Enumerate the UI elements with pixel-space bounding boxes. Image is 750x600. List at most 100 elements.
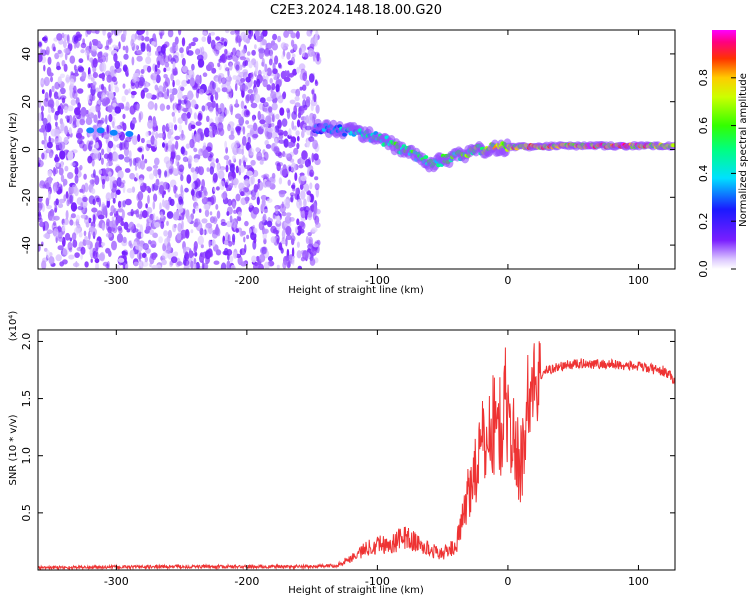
spectrogram-cell: [65, 74, 70, 84]
spectrogram-cell: [41, 152, 45, 160]
spectrogram-cell: [84, 261, 89, 268]
spectrogram-cell: [309, 182, 313, 190]
spectrogram-cell: [258, 263, 264, 269]
spectrogram-cell: [98, 169, 103, 175]
spectrogram-cell: [304, 158, 311, 168]
spectrogram-cell: [193, 112, 197, 120]
spectrogram-cell: [306, 30, 313, 37]
spectrogram-cell: [137, 243, 143, 252]
spectrogram-cell: [281, 229, 286, 239]
spectrogram-cell: [247, 89, 254, 94]
spectrogram-cell: [266, 67, 272, 77]
spectrogram-cell: [237, 211, 242, 217]
spectrogram-cell: [83, 215, 90, 225]
spectrogram-cell: [193, 257, 197, 265]
spectrogram-cell: [62, 251, 68, 256]
spectrogram-cell: [196, 54, 204, 61]
spectrogram-cell: [181, 57, 186, 67]
spectrogram-cell: [281, 201, 284, 209]
spectrogram-cell: [294, 125, 297, 130]
spectrogram-cell: [295, 130, 300, 136]
snr-x-label: Height of straight line (km): [288, 585, 424, 596]
spectrogram-cell: [60, 160, 64, 168]
spectrogram-cell: [275, 84, 280, 93]
spectrogram-cell: [145, 56, 152, 65]
spectrogram-cell: [232, 47, 237, 56]
spectrogram-cell: [140, 74, 144, 80]
spectrogram-cell: [312, 243, 319, 248]
spectrogram-cell: [54, 138, 61, 146]
colorbar-tick-label: 0.0: [697, 260, 710, 278]
spectrogram-cell: [56, 33, 63, 41]
spectrogram-cell: [130, 208, 134, 217]
spectrogram-cell: [243, 236, 246, 243]
spectrogram-cell: [90, 77, 95, 82]
spectrogram-cell: [298, 63, 306, 71]
spectrogram-cell: [315, 188, 319, 198]
spectrogram-cell: [55, 254, 62, 262]
spectrogram-cell: [208, 239, 211, 248]
spectrogram-cell: [247, 124, 254, 129]
spectrogram-cell: [289, 217, 295, 222]
colorbar-ticks: 0.0 0.2 0.4 0.6 0.8: [697, 69, 736, 278]
spectrogram-cell: [160, 211, 163, 217]
spectrogram-cell: [215, 42, 222, 51]
spectrogram-cell: [129, 105, 136, 115]
spectrogram-cell: [185, 100, 191, 110]
spectrogram-cell: [246, 234, 250, 240]
spectrogram-cell: [147, 194, 150, 204]
spectrogram-cell: [111, 30, 114, 35]
spectrogram-cell: [266, 198, 273, 204]
spectrogram-cell: [116, 233, 124, 243]
spectrogram-cell: [298, 164, 304, 169]
spectrogram-cell: [163, 67, 167, 73]
spectrogram-cell: [253, 80, 257, 86]
spectrogram-cell: [288, 141, 294, 147]
spectrogram-cell: [102, 62, 107, 72]
spectrogram-cell: [137, 191, 144, 201]
spectrogram-cell: [286, 51, 291, 60]
snr-y-multiplier: (x10⁴): [8, 311, 19, 342]
spectrogram-cell: [244, 157, 248, 163]
figure-title: C2E3.2024.148.18.00.G20: [270, 3, 442, 18]
spectrogram-cell: [288, 166, 292, 172]
spectrogram-cell: [140, 233, 144, 238]
spectrogram-cell: [89, 106, 97, 113]
spectrogram-cell: [188, 123, 193, 131]
spectrogram-cell: [133, 261, 139, 267]
spectrogram-cell: [307, 210, 313, 218]
spectrogram-cell: [192, 37, 199, 43]
y-tick-label: 40: [20, 47, 33, 61]
spectrogram-cell: [76, 119, 80, 128]
spectrogram-cell: [183, 256, 187, 266]
spectrogram-cell: [136, 34, 143, 41]
spectrogram-cell: [178, 124, 183, 133]
spectrogram-cell: [138, 30, 145, 35]
spectrogram-cell: [252, 169, 259, 178]
spectrogram-cell: [122, 45, 126, 51]
spectrogram-cell: [198, 208, 202, 213]
spectrogram-cell: [191, 63, 195, 71]
spectrogram-cell: [69, 55, 76, 64]
spectrogram-cell: [77, 127, 83, 134]
spectrogram-cell: [117, 257, 125, 263]
spectrogram-cell: [97, 42, 104, 48]
spectrogram-cell: [213, 260, 220, 265]
spectrogram-cell: [283, 153, 291, 158]
spectrogram-cell: [181, 79, 188, 87]
snr-frame: [37, 329, 676, 571]
spectrogram-cell: [118, 102, 124, 108]
spectrogram-cell: [202, 230, 206, 235]
spectrogram-cell: [210, 94, 214, 103]
spectrogram-cell: [174, 193, 178, 198]
spectrogram-cell: [300, 190, 306, 200]
spectrogram-cell: [144, 158, 148, 164]
spectrogram-cell: [60, 73, 65, 79]
spectrogram-cell: [195, 261, 200, 269]
spectrogram-cell: [159, 103, 166, 112]
spectrogram-cell: [209, 166, 214, 175]
spectrogram-cell: [256, 151, 263, 161]
snr-panel: -300 -200 -100 0 100 0.5 1.0 1.5 2.0 Height of …: [8, 311, 676, 596]
spectrogram-cell: [220, 222, 227, 226]
